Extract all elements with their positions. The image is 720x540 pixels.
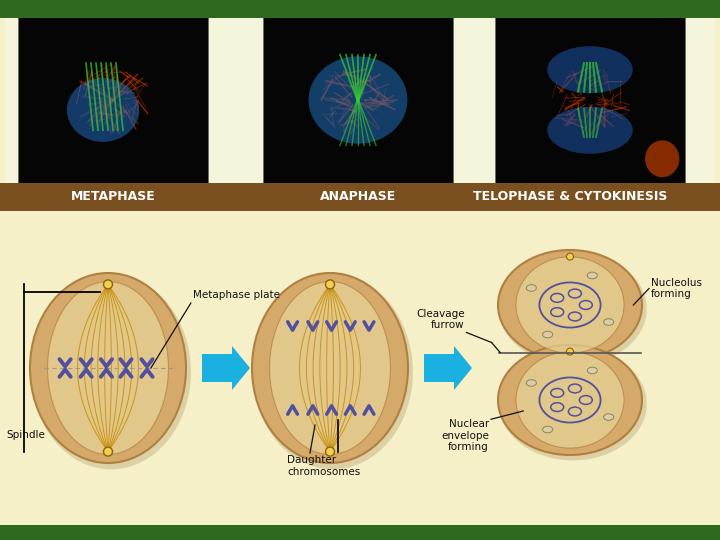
Ellipse shape	[309, 56, 408, 144]
Bar	[0, 0, 720, 18]
Ellipse shape	[253, 275, 413, 469]
Text: TELOPHASE & CYTOKINESIS: TELOPHASE & CYTOKINESIS	[473, 191, 667, 204]
Ellipse shape	[516, 257, 624, 353]
Ellipse shape	[543, 331, 553, 338]
Ellipse shape	[543, 426, 553, 433]
Ellipse shape	[645, 140, 679, 177]
Bar	[5, 18, 715, 193]
Ellipse shape	[516, 352, 624, 448]
Text: Nuclear
envelope
forming: Nuclear envelope forming	[441, 419, 489, 453]
Text: Spindle: Spindle	[6, 429, 45, 440]
Bar	[495, 16, 685, 184]
Text: Daughter
chromosomes: Daughter chromosomes	[287, 455, 360, 477]
Ellipse shape	[252, 273, 408, 463]
Text: Metaphase plate: Metaphase plate	[193, 290, 280, 300]
Bar	[263, 16, 453, 184]
Ellipse shape	[526, 285, 536, 291]
Ellipse shape	[30, 273, 186, 463]
Text: Nucleolus
forming: Nucleolus forming	[651, 278, 702, 299]
Ellipse shape	[499, 253, 647, 366]
Text: ANAPHASE: ANAPHASE	[320, 191, 396, 204]
Ellipse shape	[498, 250, 642, 360]
Ellipse shape	[603, 319, 613, 325]
Ellipse shape	[48, 281, 168, 455]
Ellipse shape	[588, 272, 598, 279]
Ellipse shape	[547, 107, 633, 154]
Ellipse shape	[269, 281, 390, 455]
Ellipse shape	[588, 367, 598, 374]
Polygon shape	[202, 346, 250, 390]
Bar	[18, 16, 208, 184]
Ellipse shape	[526, 380, 536, 386]
Ellipse shape	[603, 414, 613, 420]
Polygon shape	[424, 346, 472, 390]
Bar	[0, 525, 720, 540]
Circle shape	[104, 447, 112, 456]
Circle shape	[325, 447, 335, 456]
Circle shape	[567, 348, 574, 355]
Text: METAPHASE: METAPHASE	[71, 191, 156, 204]
Circle shape	[104, 280, 112, 289]
Ellipse shape	[547, 46, 633, 93]
Ellipse shape	[31, 275, 191, 469]
Ellipse shape	[499, 348, 647, 461]
Ellipse shape	[67, 78, 139, 142]
Circle shape	[567, 253, 574, 260]
Ellipse shape	[498, 345, 642, 455]
Circle shape	[325, 280, 335, 289]
Text: Cleavage
furrow: Cleavage furrow	[416, 309, 464, 330]
Bar	[0, 183, 720, 211]
